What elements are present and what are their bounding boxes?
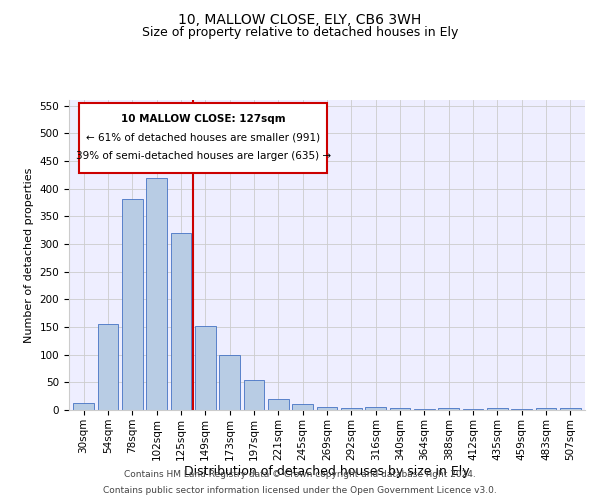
Text: Contains public sector information licensed under the Open Government Licence v3: Contains public sector information licen…: [103, 486, 497, 495]
Bar: [560, 408, 581, 410]
Bar: [439, 408, 459, 410]
Text: 39% of semi-detached houses are larger (635) →: 39% of semi-detached houses are larger (…: [76, 151, 331, 161]
Bar: [317, 407, 337, 410]
Text: Size of property relative to detached houses in Ely: Size of property relative to detached ho…: [142, 26, 458, 39]
Bar: [122, 198, 143, 410]
Bar: [414, 409, 435, 410]
Bar: [219, 354, 240, 410]
Bar: [79, 103, 327, 173]
Bar: [487, 408, 508, 410]
Bar: [146, 178, 167, 410]
Bar: [195, 326, 215, 410]
Bar: [511, 409, 532, 410]
Y-axis label: Number of detached properties: Number of detached properties: [24, 168, 34, 342]
Bar: [463, 409, 484, 410]
Text: 10 MALLOW CLOSE: 127sqm: 10 MALLOW CLOSE: 127sqm: [121, 114, 286, 124]
Bar: [244, 380, 265, 410]
Text: Contains HM Land Registry data © Crown copyright and database right 2024.: Contains HM Land Registry data © Crown c…: [124, 470, 476, 479]
Bar: [365, 407, 386, 410]
Bar: [292, 404, 313, 410]
Bar: [268, 399, 289, 410]
Bar: [341, 408, 362, 410]
Bar: [389, 408, 410, 410]
Bar: [73, 403, 94, 410]
X-axis label: Distribution of detached houses by size in Ely: Distribution of detached houses by size …: [184, 466, 470, 478]
Bar: [98, 324, 118, 410]
Bar: [536, 408, 556, 410]
Bar: [170, 233, 191, 410]
Text: 10, MALLOW CLOSE, ELY, CB6 3WH: 10, MALLOW CLOSE, ELY, CB6 3WH: [178, 12, 422, 26]
Text: ← 61% of detached houses are smaller (991): ← 61% of detached houses are smaller (99…: [86, 132, 320, 142]
